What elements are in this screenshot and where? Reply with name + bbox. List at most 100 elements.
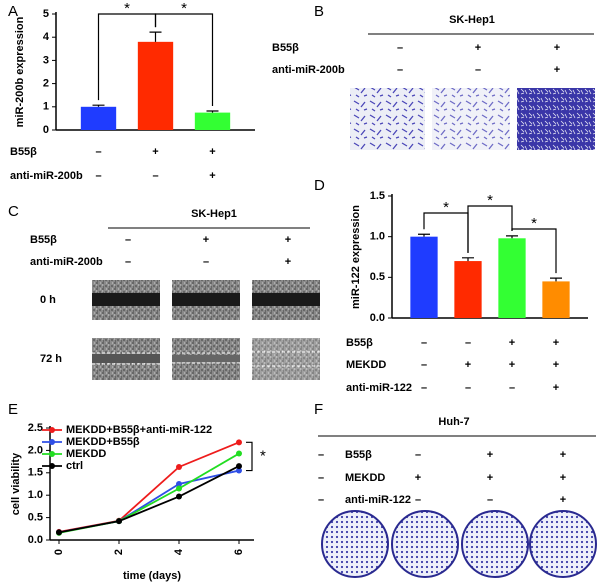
error-bar <box>92 104 105 107</box>
point <box>176 481 182 487</box>
condition-label: B55β <box>272 42 299 54</box>
condition-mark: + <box>553 382 559 394</box>
significance-bracket <box>246 441 253 472</box>
condition-mark: + <box>415 472 421 484</box>
micrograph <box>350 88 425 150</box>
y-axis-label: cell viability <box>10 452 22 515</box>
condition-mark: + <box>554 42 560 54</box>
y-tick-label: 1.0 <box>370 231 385 243</box>
significance-star: * <box>181 0 187 17</box>
x-tick-label: 0 <box>53 549 65 555</box>
significance-star: * <box>487 192 493 209</box>
condition-mark: – <box>125 234 131 246</box>
point <box>176 485 182 492</box>
condition-mark: – <box>465 382 471 394</box>
condition-mark: – <box>397 42 403 54</box>
panel-title: SK-Hep1 <box>191 208 237 220</box>
condition-mark: + <box>475 42 481 54</box>
row-label: 0 h <box>40 294 56 306</box>
condition-mark: – <box>318 494 324 506</box>
wound-gap <box>172 355 240 362</box>
significance-star: * <box>124 0 130 17</box>
plate <box>391 510 459 578</box>
condition-mark: + <box>560 472 566 484</box>
panel-label: B <box>314 3 324 20</box>
condition-mark: + <box>553 359 559 371</box>
legend-marker <box>49 463 55 469</box>
scratch-image <box>252 338 320 380</box>
y-tick-label: 1.0 <box>28 489 43 501</box>
point <box>176 463 182 470</box>
bar <box>542 281 570 318</box>
error-bar <box>506 235 518 239</box>
micrograph <box>432 88 510 150</box>
significance-bracket <box>511 228 557 274</box>
bar <box>454 261 482 318</box>
condition-mark: + <box>209 146 215 158</box>
condition-label: B55β <box>346 337 373 349</box>
y-axis-label: miR-122 expression <box>350 205 362 309</box>
micrograph <box>517 88 595 150</box>
y-tick-label: 4 <box>43 31 50 43</box>
legend-marker <box>49 427 55 433</box>
y-tick-label: 5 <box>43 8 49 20</box>
condition-label: anti-miR-200b <box>30 256 103 268</box>
legend-marker <box>49 439 55 445</box>
error-bar <box>149 31 162 42</box>
point <box>236 450 242 457</box>
legend-label: MEKDD <box>66 448 106 460</box>
x-tick-label: 6 <box>233 549 245 555</box>
panel-label: D <box>314 177 325 194</box>
wound-gap <box>172 293 240 306</box>
condition-mark: – <box>475 64 481 76</box>
series-line <box>58 465 240 534</box>
panel-label: E <box>8 401 18 418</box>
y-tick-label: 0.5 <box>370 271 385 283</box>
y-tick-label: 2.5 <box>28 422 43 434</box>
point <box>236 467 242 474</box>
condition-mark: + <box>285 234 291 246</box>
condition-label: anti-miR-122 <box>346 382 412 394</box>
point <box>56 529 62 536</box>
error-bar <box>462 257 474 262</box>
condition-mark: – <box>203 256 209 268</box>
point <box>176 493 182 500</box>
condition-mark: + <box>152 146 158 158</box>
row-label: 72 h <box>40 353 62 365</box>
condition-label: B55β <box>10 146 37 158</box>
micrograph-group <box>350 88 595 150</box>
condition-mark: – <box>415 494 421 506</box>
y-tick-label: 2.0 <box>28 444 43 456</box>
condition-label: MEKDD <box>346 359 386 371</box>
significance-star: * <box>531 215 537 232</box>
condition-mark: – <box>318 449 324 461</box>
condition-mark: + <box>487 472 493 484</box>
legend-label: ctrl <box>66 460 83 472</box>
condition-mark: – <box>487 494 493 506</box>
condition-mark: – <box>95 146 101 158</box>
condition-label: B55β <box>30 234 57 246</box>
point <box>236 463 242 470</box>
panel-label: C <box>8 203 19 220</box>
condition-label: MEKDD <box>345 472 385 484</box>
x-tick-label: 4 <box>173 548 185 555</box>
wound-gap <box>252 293 320 306</box>
condition-mark: – <box>465 337 471 349</box>
significance-bracket <box>154 13 214 106</box>
bar <box>80 106 117 130</box>
condition-mark: – <box>318 472 324 484</box>
y-tick-label: 1 <box>43 101 49 113</box>
y-tick-label: 1.5 <box>28 467 43 479</box>
condition-mark: – <box>152 170 158 182</box>
plate-group <box>321 510 597 578</box>
condition-label: anti-miR-122 <box>345 494 411 506</box>
bar <box>194 112 231 130</box>
y-tick-label: 2 <box>43 78 49 90</box>
plate <box>529 510 597 578</box>
condition-mark: – <box>125 256 131 268</box>
y-axis-label: miR-200b expression <box>14 16 26 127</box>
significance-star: * <box>260 447 266 464</box>
significance-star: * <box>443 199 449 216</box>
condition-label: B55β <box>345 449 372 461</box>
